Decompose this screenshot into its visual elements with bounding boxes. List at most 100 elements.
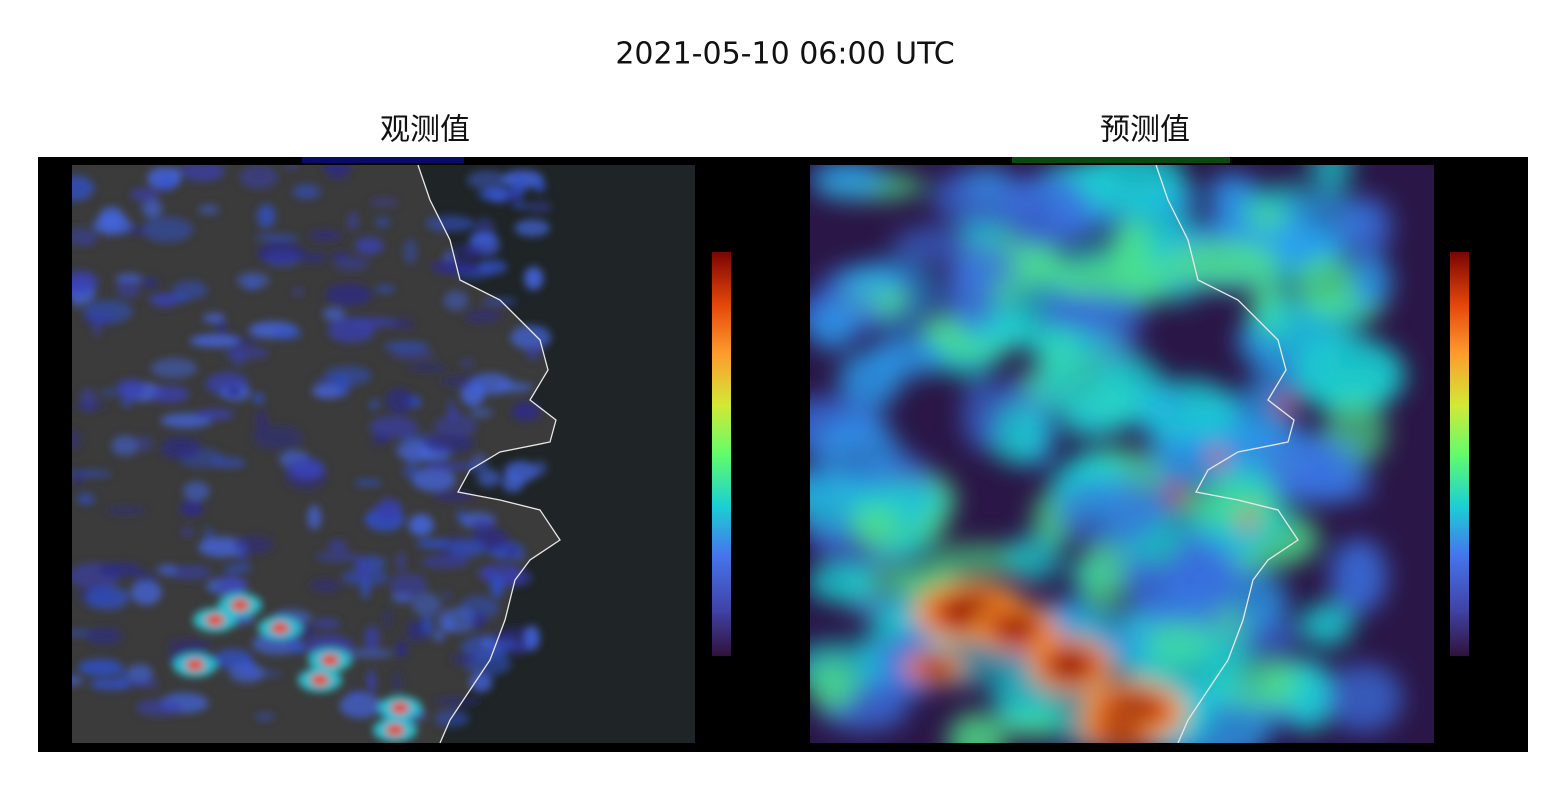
radar-echo xyxy=(322,307,345,321)
radar-echo xyxy=(186,659,204,671)
radar-echo xyxy=(390,352,437,359)
radar-echo xyxy=(230,348,247,368)
radar-echo xyxy=(257,242,305,265)
radar-echo xyxy=(512,202,529,210)
radar-echo xyxy=(239,165,278,190)
radar-echo xyxy=(389,573,428,597)
radar-echo xyxy=(421,614,434,635)
radar-echo xyxy=(333,256,369,272)
radar-echo xyxy=(85,585,130,610)
forecast-echo xyxy=(871,334,945,378)
forecast-echo xyxy=(1055,655,1085,675)
radar-echo xyxy=(355,236,384,255)
radar-echo xyxy=(202,313,226,324)
forecast-echo xyxy=(1239,511,1257,529)
radar-echo xyxy=(455,509,468,521)
radar-echo xyxy=(391,702,409,714)
radar-echo xyxy=(372,433,390,445)
radar-echo xyxy=(288,643,307,654)
radar-echo xyxy=(198,204,220,215)
radar-echo xyxy=(395,551,406,573)
panel-title: 预测值 xyxy=(1100,113,1190,148)
radar-echo xyxy=(116,279,141,299)
forecast-echo xyxy=(810,561,877,604)
radar-echo xyxy=(375,498,402,522)
radar-echo xyxy=(206,614,224,626)
radar-echo xyxy=(309,578,341,593)
radar-echo xyxy=(160,436,202,460)
radar-echo xyxy=(159,175,175,192)
radar-echo xyxy=(215,320,227,335)
forecast-echo xyxy=(1096,354,1166,425)
radar-echo xyxy=(72,675,83,686)
radar-echo xyxy=(229,662,265,684)
radar-echo xyxy=(120,400,133,407)
radar-echo xyxy=(430,259,479,275)
radar-echo xyxy=(167,639,211,652)
forecast-echo xyxy=(1324,663,1403,733)
radar-echo xyxy=(450,653,477,665)
radar-echo xyxy=(374,217,391,228)
radar-echo xyxy=(325,283,373,306)
radar-echo xyxy=(383,341,430,352)
forecast-echo xyxy=(1209,449,1227,467)
radar-echo xyxy=(150,358,198,379)
radar-echo xyxy=(385,387,414,414)
radar-echo xyxy=(105,506,147,515)
coastline xyxy=(417,165,561,743)
forecast-echo xyxy=(1048,291,1152,332)
forecast-echo xyxy=(810,658,858,713)
radar-echo xyxy=(142,216,193,243)
colorbar xyxy=(1450,252,1469,656)
radar-echo xyxy=(481,298,517,306)
radar-echo xyxy=(323,165,351,179)
radar-echo xyxy=(370,198,399,207)
forecast-echo xyxy=(813,414,900,485)
radar-echo xyxy=(181,165,225,182)
radar-echo xyxy=(403,239,418,265)
radar-echo xyxy=(130,580,162,605)
radar-echo xyxy=(183,481,210,501)
radar-echo xyxy=(284,165,298,170)
radar-echo xyxy=(345,648,394,659)
radar-echo xyxy=(433,629,445,642)
radar-echo xyxy=(433,492,475,501)
radar-echo xyxy=(254,713,275,721)
radar-echo xyxy=(271,622,289,634)
forecast-echo xyxy=(1055,480,1161,547)
radar-echo xyxy=(470,611,488,630)
radar-echo xyxy=(462,245,484,258)
radar-echo xyxy=(151,293,179,308)
radar-echo xyxy=(194,409,234,420)
radar-echo xyxy=(85,626,123,646)
radar-echo xyxy=(76,493,95,505)
radar-echo xyxy=(292,184,321,200)
radar-echo xyxy=(253,392,264,404)
radar-echo xyxy=(375,284,396,294)
radar-echo xyxy=(236,272,270,289)
forecast-echo xyxy=(1004,534,1063,583)
radar-echo xyxy=(423,461,471,471)
radar-echo xyxy=(111,435,140,457)
forecast-echo xyxy=(1180,480,1282,528)
radar-echo xyxy=(180,500,204,517)
radar-echo xyxy=(98,206,125,232)
forecast-echo xyxy=(1162,239,1281,287)
forecast-echo xyxy=(1024,327,1115,360)
forecast-echo xyxy=(1205,172,1247,219)
forecast-echo xyxy=(1299,602,1354,647)
radar-echo xyxy=(72,227,97,246)
radar-echo xyxy=(292,288,304,296)
radar-echo xyxy=(420,554,470,569)
radar-echo xyxy=(89,678,132,690)
forecast-echo xyxy=(932,167,1033,226)
radar-echo xyxy=(142,199,163,219)
echoes xyxy=(72,165,553,742)
radar-echo xyxy=(472,453,488,472)
radar-echo xyxy=(512,174,527,199)
radar-echo xyxy=(423,433,475,454)
radar-echo xyxy=(502,474,524,493)
radar-echo xyxy=(425,215,475,232)
forecast-echo xyxy=(1295,256,1357,316)
